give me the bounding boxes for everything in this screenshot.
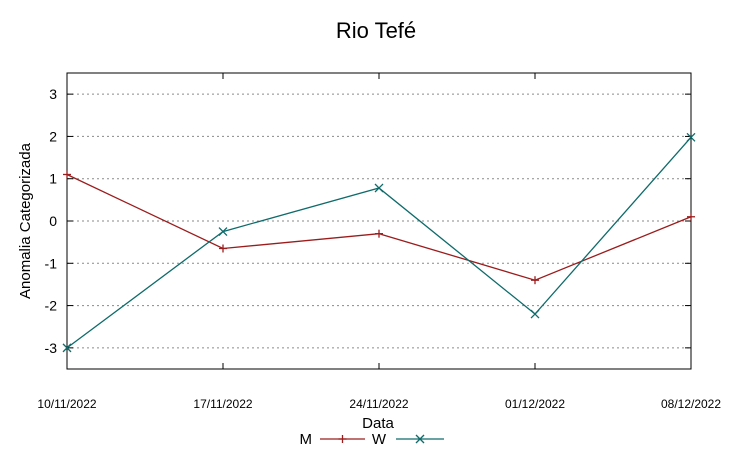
y-tick-label: -1 [45,255,58,271]
y-tick-label: 0 [49,213,57,229]
series-area [62,132,696,353]
y-tick-label: 2 [49,128,57,144]
data-point-M [375,229,383,238]
data-point-W [374,183,384,193]
series-line-M [66,173,692,281]
grid [67,93,691,349]
data-point-W [686,132,696,142]
data-point-M [531,276,539,285]
data-point-M [687,212,695,221]
x-tick-label: 01/12/2022 [505,397,565,411]
chart-title: Rio Tefé [336,18,416,43]
x-tick-label: 08/12/2022 [661,397,721,411]
data-point-W [62,343,72,353]
series-line-W [66,136,692,349]
x-axis: 10/11/2022 17/11/2022 24/11/2022 01/12/2022… [37,73,721,411]
y-axis-label: Anomalia Categorizada [17,142,34,299]
y-tick-label: 3 [49,86,57,102]
data-point-M [219,244,227,253]
legend-label-M: M [300,431,313,448]
x-tick-label: 10/11/2022 [37,397,96,411]
y-tick-label: -3 [45,340,58,356]
data-point-W [530,309,540,319]
x-axis-label: Data [362,415,394,432]
data-point-M [63,170,71,179]
x-tick-label: 17/11/2022 [193,397,252,411]
legend-marker-M [338,435,347,443]
legend-label-W: W [372,431,387,448]
y-tick-label: -2 [45,298,58,314]
y-tick-label: 1 [49,171,57,187]
legend-marker-W [415,434,425,444]
data-point-W [218,227,228,237]
x-tick-label: 24/11/2022 [349,397,408,411]
